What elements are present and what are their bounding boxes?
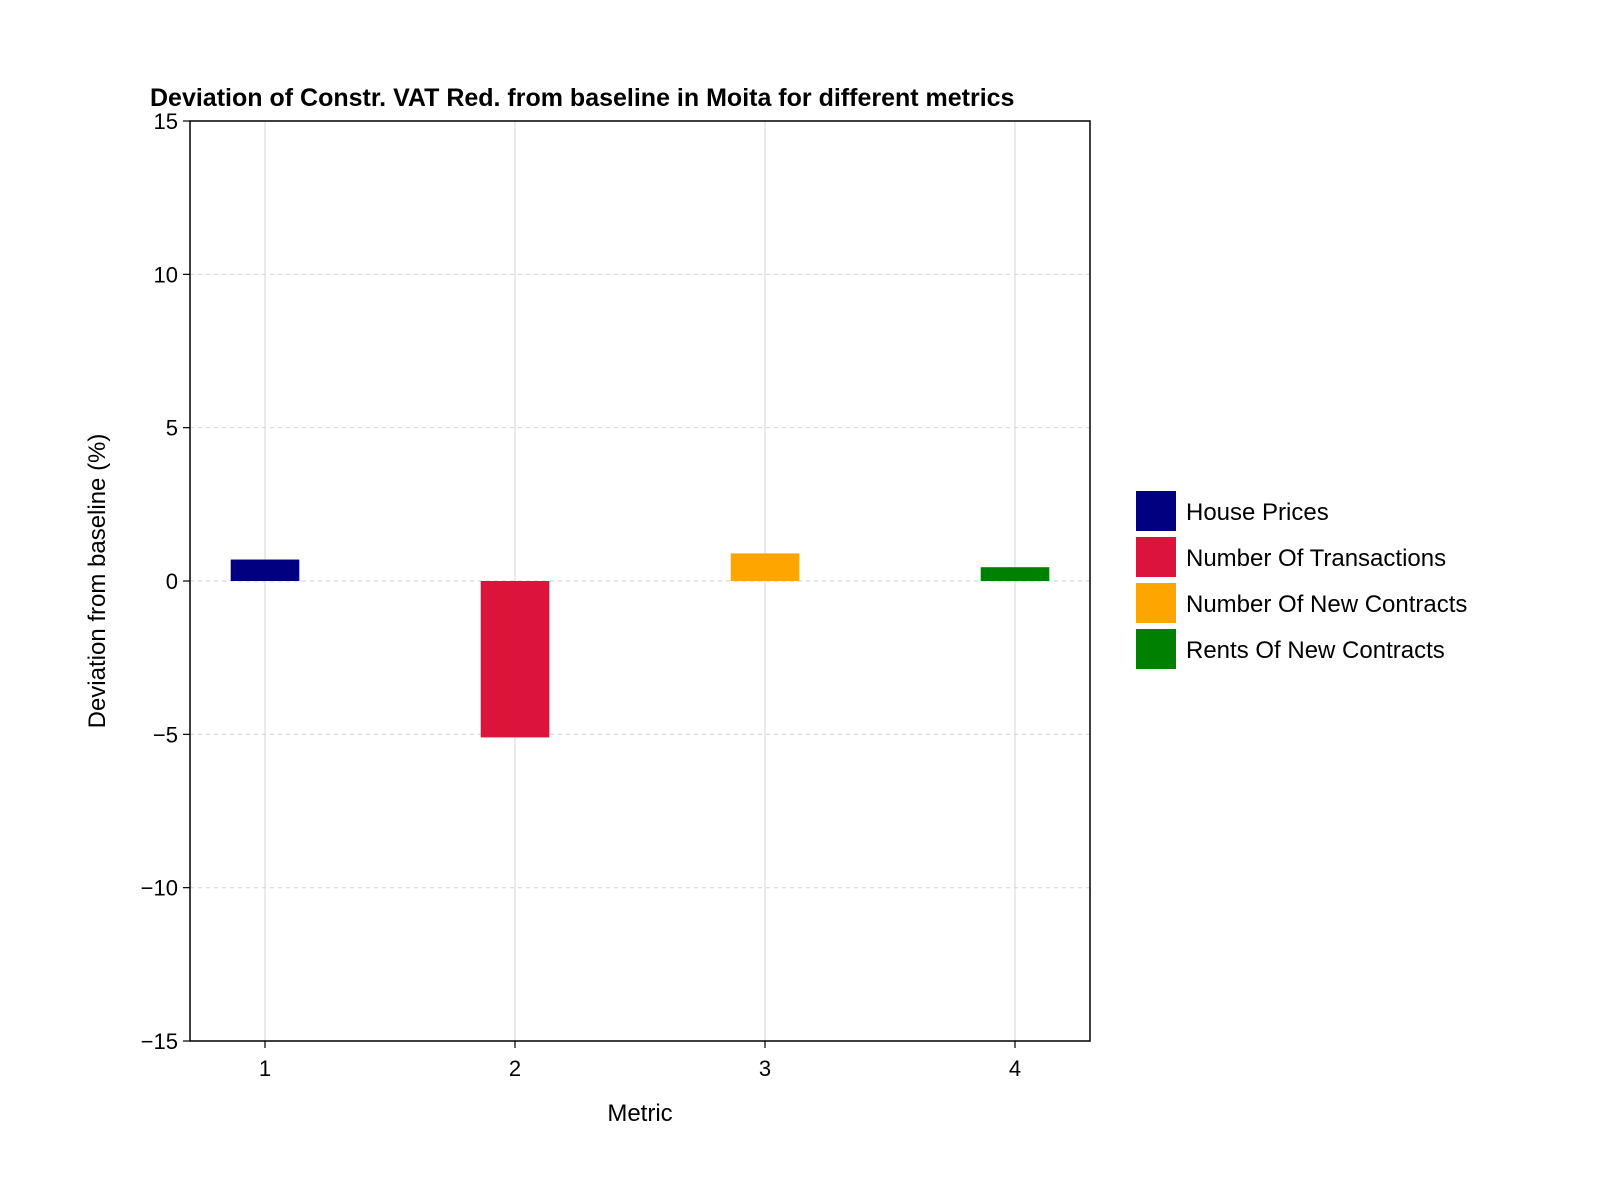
legend-label: House Prices bbox=[1186, 499, 1329, 526]
x-tick-label: 2 bbox=[509, 1056, 521, 1081]
y-tick-label: 5 bbox=[166, 416, 178, 441]
x-tick-label: 1 bbox=[259, 1056, 271, 1081]
y-tick-label: −5 bbox=[153, 722, 178, 747]
y-tick-label: 0 bbox=[166, 569, 178, 594]
bar bbox=[480, 581, 550, 738]
legend-swatch bbox=[1136, 491, 1176, 531]
y-axis-label: Deviation from baseline (%) bbox=[84, 434, 111, 729]
x-tick-label: 4 bbox=[1009, 1056, 1021, 1081]
legend: House Prices Number Of Transactions Number… bbox=[1136, 491, 1467, 669]
y-tick-label: −15 bbox=[141, 1029, 178, 1054]
axis-ticks: −15 −10 −5 0 5 10 15 1 2 3 4 bbox=[141, 109, 1021, 1081]
legend-label: Number Of New Contracts bbox=[1186, 591, 1467, 618]
x-axis-label: Metric bbox=[607, 1100, 672, 1127]
x-tick-label: 3 bbox=[759, 1056, 771, 1081]
legend-label: Number Of Transactions bbox=[1186, 545, 1446, 572]
y-tick-label: −10 bbox=[141, 876, 178, 901]
legend-label: Rents Of New Contracts bbox=[1186, 637, 1445, 664]
y-tick-label: 10 bbox=[154, 262, 178, 287]
bar bbox=[980, 567, 1050, 581]
legend-swatch bbox=[1136, 583, 1176, 623]
y-tick-label: 15 bbox=[154, 109, 178, 134]
chart-title: Deviation of Constr. VAT Red. from basel… bbox=[150, 84, 1014, 112]
legend-swatch bbox=[1136, 537, 1176, 577]
legend-swatch bbox=[1136, 629, 1176, 669]
grid-lines bbox=[190, 121, 1090, 1041]
bars bbox=[230, 553, 1050, 738]
bar bbox=[730, 553, 800, 581]
bar bbox=[230, 559, 300, 581]
